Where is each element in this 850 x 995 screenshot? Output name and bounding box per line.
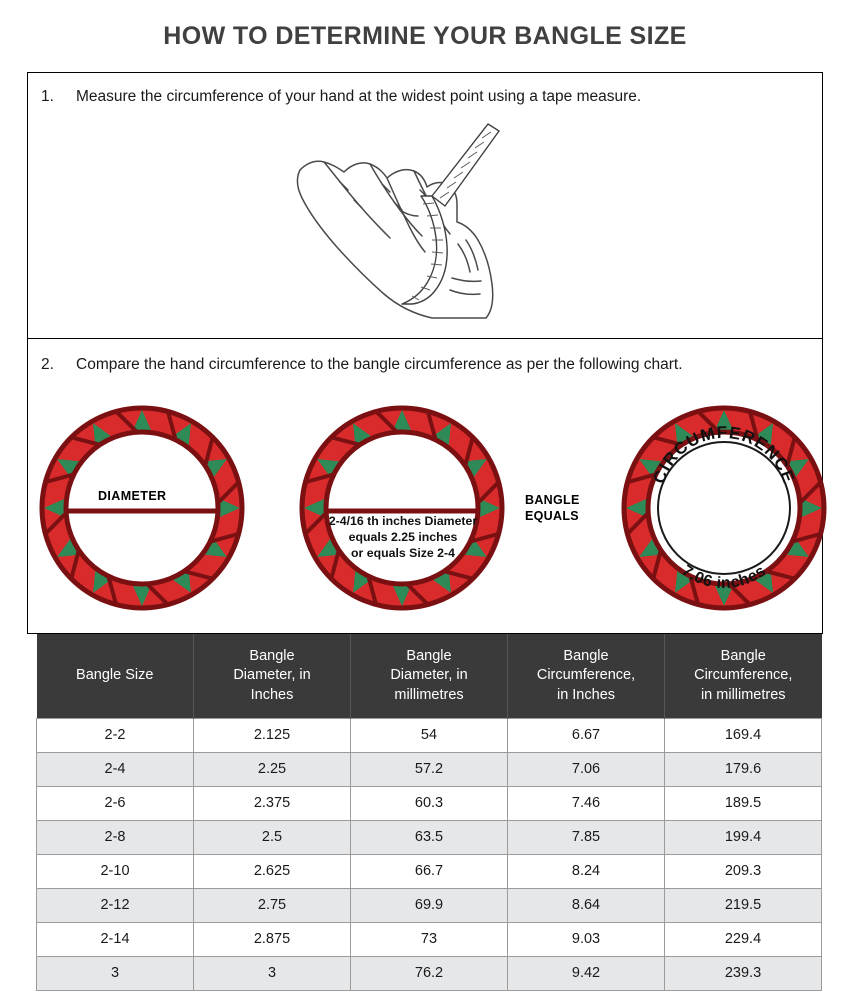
- page-title: HOW TO DETERMINE YOUR BANGLE SIZE: [163, 22, 687, 50]
- bangle-size-example-text: 2-4/16 th inches Diameter equals 2.25 in…: [310, 513, 496, 562]
- table-row: 2-6 2.375 60.3 7.46 189.5: [36, 785, 822, 821]
- table-cell: 219.5: [664, 887, 822, 923]
- column-header-diameter-mm: Bangle Diameter, in millimetres: [350, 634, 508, 719]
- table-cell: 2.125: [193, 717, 351, 753]
- table-cell: 229.4: [664, 921, 822, 957]
- bangle-diagram-diameter: [36, 392, 248, 624]
- table-cell: 2.25: [193, 751, 351, 787]
- table-cell: 2-14: [36, 921, 194, 957]
- table-cell: 3: [193, 955, 351, 991]
- table-cell: 189.5: [664, 785, 822, 821]
- table-cell: 2-2: [36, 717, 194, 753]
- column-header-circumference-mm: Bangle Circumference, in millimetres: [664, 634, 822, 719]
- table-cell: 209.3: [664, 853, 822, 889]
- table-cell: 69.9: [350, 887, 508, 923]
- table-row: 2-10 2.625 66.7 8.24 209.3: [36, 853, 822, 889]
- table-row: 2-12 2.75 69.9 8.64 219.5: [36, 887, 822, 923]
- step-2-text: Compare the hand circumference to the ba…: [76, 356, 683, 373]
- instructions-box: [27, 72, 823, 634]
- table-cell: 2-6: [36, 785, 194, 821]
- bangle-size-example-line-1: 2-4/16 th inches Diameter: [328, 514, 478, 528]
- step-1-number: 1.: [41, 88, 54, 105]
- column-header-diameter-inches: Bangle Diameter, in Inches: [193, 634, 351, 719]
- table-cell: 2.5: [193, 819, 351, 855]
- bangle-equals-line-1: BANGLE: [525, 493, 580, 507]
- table-cell: 2-10: [36, 853, 194, 889]
- column-header-circumference-inches: Bangle Circumference, in Inches: [507, 634, 665, 719]
- table-cell: 54: [350, 717, 508, 753]
- table-cell: 57.2: [350, 751, 508, 787]
- table-cell: 73: [350, 921, 508, 957]
- table-cell: 2.375: [193, 785, 351, 821]
- table-cell: 2.875: [193, 921, 351, 957]
- table-cell: 9.03: [507, 921, 665, 957]
- table-cell: 66.7: [350, 853, 508, 889]
- bangle-equals-label: BANGLE EQUALS: [525, 493, 580, 524]
- table-row: 3 3 76.2 9.42 239.3: [36, 955, 822, 991]
- table-header-row: Bangle Size Bangle Diameter, in Inches Ban…: [36, 634, 822, 719]
- table-row: 2-8 2.5 63.5 7.85 199.4: [36, 819, 822, 855]
- table-cell: 169.4: [664, 717, 822, 753]
- diameter-label: DIAMETER: [98, 489, 167, 503]
- bangle-size-example-line-2: equals 2.25 inches: [348, 530, 458, 545]
- table-cell: 3: [36, 955, 194, 991]
- table-cell: 9.42: [507, 955, 665, 991]
- table-cell: 7.46: [507, 785, 665, 821]
- table-cell: 179.6: [664, 751, 822, 787]
- table-row: 2-4 2.25 57.2 7.06 179.6: [36, 751, 822, 787]
- section-divider: [27, 338, 823, 339]
- bangle-diagram-circumference: CIRCUMFERENCE 7.06 inches: [618, 392, 830, 624]
- bangle-size-example-line-3: or equals Size 2-4: [351, 546, 455, 561]
- bangle-equals-line-2: EQUALS: [525, 508, 579, 523]
- table-cell: 76.2: [350, 955, 508, 991]
- table-cell: 2-8: [36, 819, 194, 855]
- column-header-bangle-size: Bangle Size: [36, 634, 194, 719]
- step-1-text: Measure the circumference of your hand a…: [76, 88, 642, 105]
- table-cell: 8.64: [507, 887, 665, 923]
- table-cell: 7.06: [507, 751, 665, 787]
- step-2-number: 2.: [41, 356, 54, 373]
- table-row: 2-14 2.875 73 9.03 229.4: [36, 921, 822, 957]
- table-cell: 63.5: [350, 819, 508, 855]
- table-body: 2-2 2.125 54 6.67 169.4 2-4 2.25 57.2 7.06 179.6 2…: [36, 717, 822, 991]
- bangle-diagram-size-example: [296, 392, 508, 624]
- table-cell: 8.24: [507, 853, 665, 889]
- table-cell: 199.4: [664, 819, 822, 855]
- bangle-size-table: Bangle Size Bangle Diameter, in Inches Ban…: [36, 634, 822, 991]
- table-cell: 2.75: [193, 887, 351, 923]
- table-cell: 7.85: [507, 819, 665, 855]
- table-cell: 2-4: [36, 751, 194, 787]
- table-row: 2-2 2.125 54 6.67 169.4: [36, 717, 822, 753]
- table-cell: 239.3: [664, 955, 822, 991]
- table-cell: 2.625: [193, 853, 351, 889]
- table-cell: 60.3: [350, 785, 508, 821]
- table-cell: 2-12: [36, 887, 194, 923]
- hand-with-tape-measure-illustration: [282, 118, 522, 323]
- table-cell: 6.67: [507, 717, 665, 753]
